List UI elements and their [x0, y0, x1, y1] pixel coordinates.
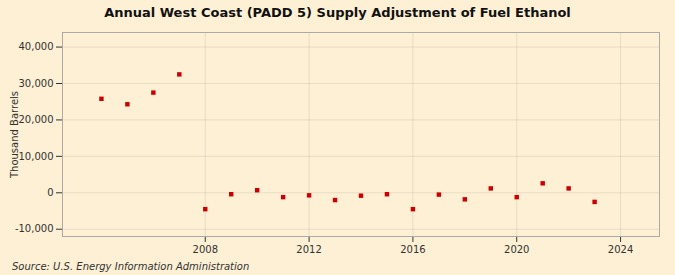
svg-text:30,000: 30,000: [19, 78, 54, 89]
svg-text:20,000: 20,000: [19, 114, 54, 125]
svg-text:2024: 2024: [608, 244, 633, 255]
svg-text:0: 0: [47, 187, 53, 198]
svg-text:2020: 2020: [504, 244, 529, 255]
svg-text:40,000: 40,000: [19, 41, 54, 52]
svg-text:Thousand Barrels: Thousand Barrels: [9, 91, 20, 179]
svg-text:2016: 2016: [400, 244, 425, 255]
svg-text:-10,000: -10,000: [15, 223, 54, 234]
html-text:Annual West Coast (PADD 5) Sup: Annual West Coast (PADD 5) Supply Adjust…: [104, 5, 571, 20]
svg-text:2012: 2012: [296, 244, 321, 255]
svg-text:2008: 2008: [193, 244, 218, 255]
svg-text:10,000: 10,000: [19, 151, 54, 162]
html-text:Source: U.S. Energy Informatio: Source: U.S. Energy Information Administ…: [12, 261, 250, 272]
